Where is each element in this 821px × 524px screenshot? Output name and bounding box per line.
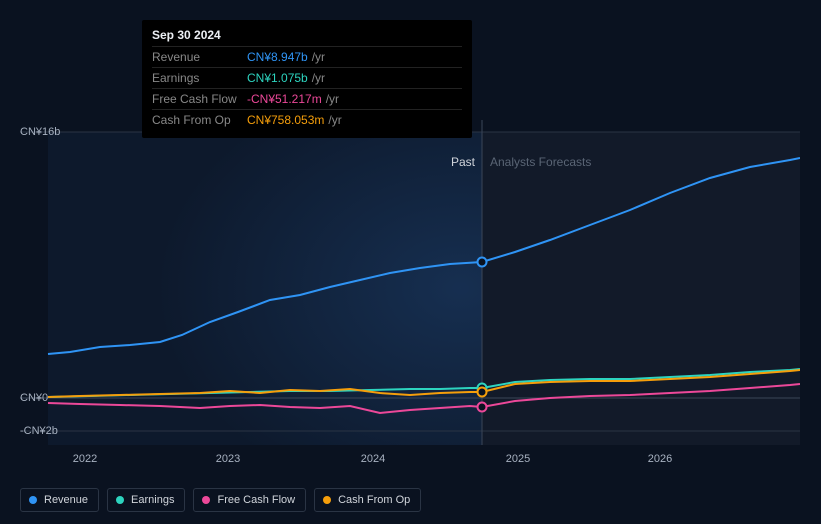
legend-item-revenue[interactable]: Revenue — [20, 488, 99, 512]
tooltip-suffix: /yr — [312, 50, 325, 64]
x-axis-label: 2022 — [73, 453, 97, 465]
legend-item-free-cash-flow[interactable]: Free Cash Flow — [193, 488, 306, 512]
tooltip-row: EarningsCN¥1.075b/yr — [152, 67, 462, 88]
tooltip-metric-label: Cash From Op — [152, 113, 247, 127]
tooltip-metric-label: Earnings — [152, 71, 247, 85]
x-axis-label: 2024 — [361, 453, 385, 465]
legend-label: Cash From Op — [338, 494, 410, 506]
y-axis-label: CN¥16b — [20, 126, 60, 138]
x-axis-label: 2023 — [216, 453, 240, 465]
past-section-label: Past — [451, 155, 475, 169]
chart-legend: Revenue Earnings Free Cash Flow Cash From O… — [20, 488, 421, 512]
legend-dot-icon — [323, 496, 331, 504]
legend-dot-icon — [202, 496, 210, 504]
y-axis-label: CN¥0 — [20, 392, 48, 404]
tooltip-row: Free Cash Flow-CN¥51.217m/yr — [152, 88, 462, 109]
legend-label: Free Cash Flow — [217, 494, 295, 506]
tooltip-metric-label: Revenue — [152, 50, 247, 64]
tooltip-row: Cash From OpCN¥758.053m/yr — [152, 109, 462, 130]
legend-dot-icon — [29, 496, 37, 504]
tooltip-metric-value: CN¥1.075b — [247, 71, 308, 85]
tooltip-metric-value: -CN¥51.217m — [247, 92, 322, 106]
x-axis-label: 2026 — [648, 453, 672, 465]
tooltip-suffix: /yr — [312, 71, 325, 85]
earnings-revenue-chart: Past Analysts Forecasts CN¥16b CN¥0 -CN¥2b… — [20, 15, 800, 465]
legend-item-earnings[interactable]: Earnings — [107, 488, 185, 512]
tooltip-suffix: /yr — [328, 113, 341, 127]
tooltip-date: Sep 30 2024 — [152, 28, 462, 46]
legend-label: Earnings — [131, 494, 174, 506]
y-axis-label: -CN¥2b — [20, 425, 58, 437]
legend-dot-icon — [116, 496, 124, 504]
tooltip-metric-value: CN¥8.947b — [247, 50, 308, 64]
tooltip-suffix: /yr — [326, 92, 339, 106]
legend-item-cash-from-op[interactable]: Cash From Op — [314, 488, 421, 512]
x-axis-label: 2025 — [506, 453, 530, 465]
legend-label: Revenue — [44, 494, 88, 506]
chart-tooltip: Sep 30 2024 RevenueCN¥8.947b/yrEarningsC… — [142, 20, 472, 138]
forecast-section-label: Analysts Forecasts — [490, 155, 591, 169]
tooltip-metric-label: Free Cash Flow — [152, 92, 247, 106]
tooltip-row: RevenueCN¥8.947b/yr — [152, 46, 462, 67]
tooltip-metric-value: CN¥758.053m — [247, 113, 324, 127]
